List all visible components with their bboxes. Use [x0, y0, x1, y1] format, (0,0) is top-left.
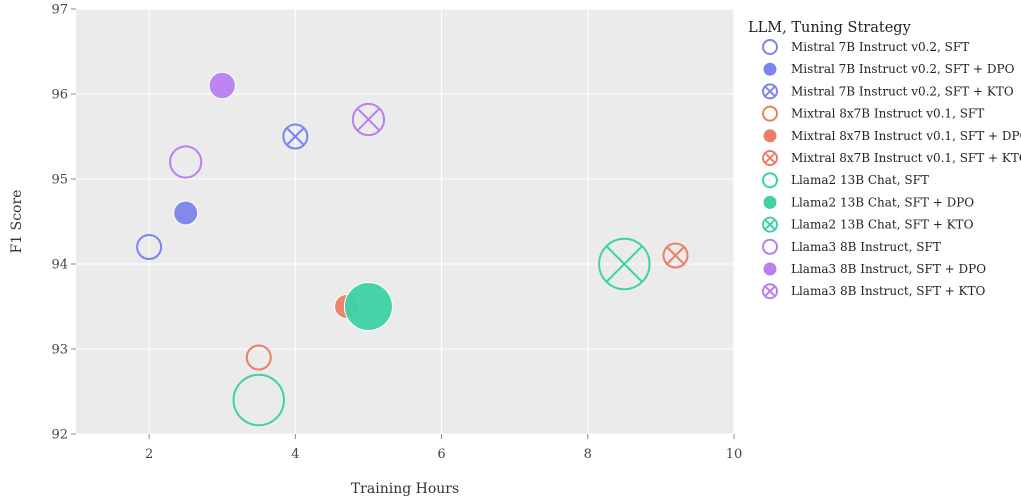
legend-item[interactable]: Mistral 7B Instruct v0.2, SFT [762, 39, 969, 55]
legend-label: Mixtral 8x7B Instruct v0.1, SFT + DPO [791, 129, 1021, 143]
legend-item[interactable]: Mistral 7B Instruct v0.2, SFT + DPO [762, 61, 1015, 77]
legend-label: Llama3 8B Instruct, SFT + DPO [791, 262, 986, 276]
y-tick-label: 95 [51, 173, 68, 188]
legend-item[interactable]: Mixtral 8x7B Instruct v0.1, SFT [762, 105, 984, 122]
y-axis-title: F1 Score [9, 190, 25, 254]
plot-area [76, 9, 734, 434]
legend-label: Mistral 7B Instruct v0.2, SFT + DPO [791, 62, 1015, 76]
data-point [662, 242, 689, 269]
grid-lines [76, 8, 735, 435]
legend: LLM, Tuning Strategy Mistral 7B Instruct… [748, 20, 1021, 300]
data-point [245, 344, 272, 371]
legend-label: Mistral 7B Instruct v0.2, SFT [791, 40, 969, 54]
legend-marker [762, 128, 778, 144]
legend-label: Mixtral 8x7B Instruct v0.1, SFT [791, 107, 984, 121]
data-point [282, 123, 309, 150]
legend-item[interactable]: Mistral 7B Instruct v0.2, SFT + KTO [762, 83, 1014, 100]
data-point [173, 200, 199, 226]
legend-item[interactable]: Llama2 13B Chat, SFT + KTO [762, 216, 974, 233]
x-tick-label: 2 [145, 447, 153, 462]
legend-marker [762, 83, 778, 100]
data-point [169, 145, 203, 179]
legend-label: Llama2 13B Chat, SFT + DPO [791, 195, 974, 209]
y-tick-label: 93 [51, 343, 68, 358]
x-axis-title: Training Hours [351, 481, 459, 497]
legend-marker [762, 150, 778, 166]
legend-item[interactable]: Llama2 13B Chat, SFT [762, 172, 929, 189]
legend-label: Llama2 13B Chat, SFT + KTO [791, 218, 974, 232]
data-point [136, 234, 163, 260]
legend-marker [762, 172, 778, 189]
legend-marker [762, 61, 778, 77]
legend-item[interactable]: Llama3 8B Instruct, SFT + KTO [762, 283, 986, 300]
legend-marker [762, 283, 778, 300]
y-axis: 92 93 94 95 96 97 [51, 3, 76, 443]
legend-label: Llama3 8B Instruct, SFT [791, 240, 941, 254]
data-point [343, 282, 393, 331]
y-tick-label: 96 [51, 88, 68, 103]
legend-label: Mixtral 8x7B Instruct v0.1, SFT + KTO [791, 151, 1021, 165]
x-axis: 2 4 6 8 10 [145, 434, 742, 462]
data-point [208, 71, 236, 100]
legend-marker [762, 39, 778, 55]
data-points [136, 71, 689, 427]
legend-marker [762, 238, 778, 255]
legend-marker [762, 216, 778, 233]
legend-item[interactable]: Llama3 8B Instruct, SFT + DPO [762, 261, 986, 277]
data-point [351, 102, 386, 137]
legend-item[interactable]: Llama3 8B Instruct, SFT [762, 238, 941, 255]
legend-label: Mistral 7B Instruct v0.2, SFT + KTO [791, 84, 1014, 98]
data-point [232, 373, 285, 427]
legend-marker [762, 261, 778, 277]
y-tick-label: 94 [51, 258, 68, 273]
legend-title: LLM, Tuning Strategy [748, 20, 912, 36]
data-point [598, 237, 651, 291]
y-tick-label: 92 [51, 428, 68, 443]
legend-item[interactable]: Llama2 13B Chat, SFT + DPO [762, 194, 974, 210]
x-tick-label: 8 [584, 447, 592, 462]
x-tick-label: 10 [726, 447, 743, 462]
legend-label: Llama2 13B Chat, SFT [791, 173, 929, 187]
x-tick-label: 4 [291, 447, 299, 462]
legend-marker [762, 105, 778, 122]
y-tick-label: 97 [51, 3, 68, 18]
legend-item[interactable]: Mixtral 8x7B Instruct v0.1, SFT + DPO [762, 128, 1021, 144]
legend-marker [762, 194, 778, 210]
legend-label: Llama3 8B Instruct, SFT + KTO [791, 284, 986, 298]
legend-item[interactable]: Mixtral 8x7B Instruct v0.1, SFT + KTO [762, 150, 1021, 166]
x-tick-label: 6 [437, 447, 445, 462]
